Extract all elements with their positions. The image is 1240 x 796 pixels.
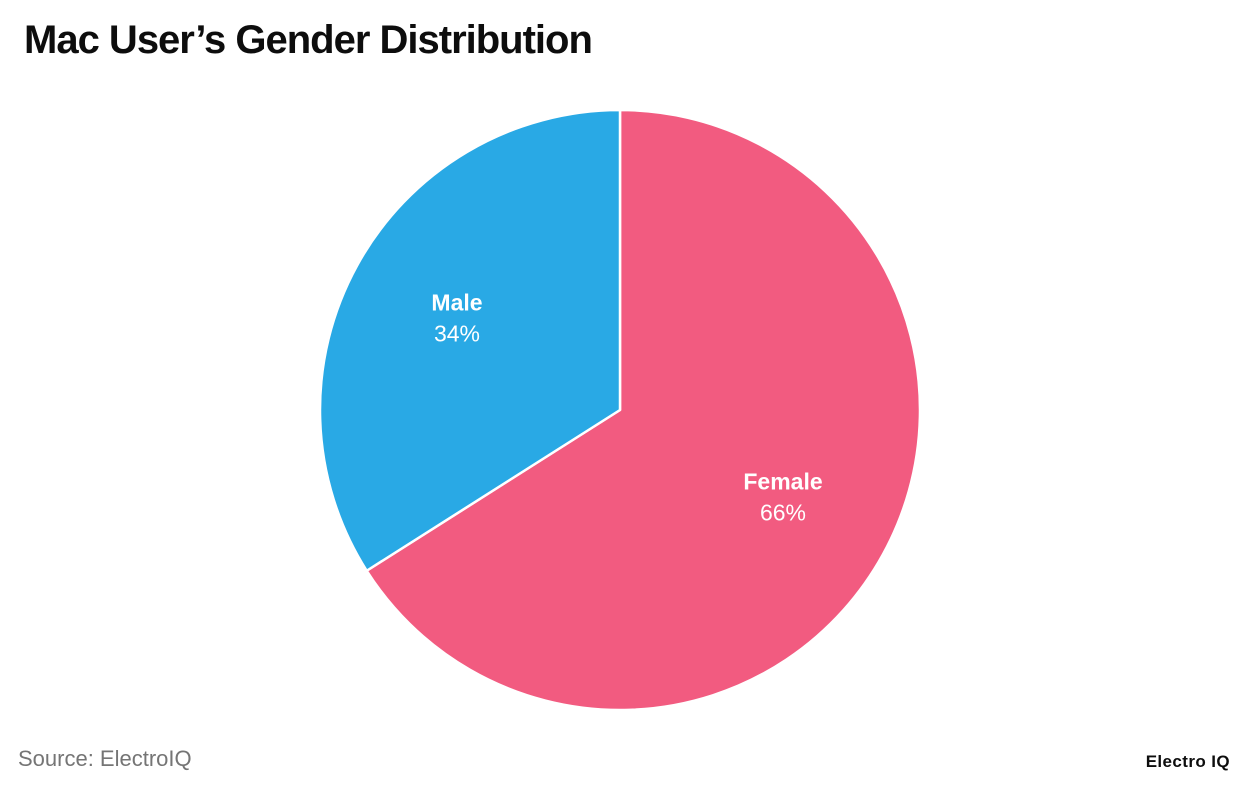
pie-value-female: 66% — [760, 500, 806, 526]
pie-slice-female — [365, 108, 922, 712]
brand-logo: Electro IQ — [1145, 752, 1230, 771]
pie-value-male: 34% — [434, 320, 480, 346]
pie-label-male: Male — [431, 289, 482, 315]
pie-label-female: Female — [743, 469, 822, 495]
source-attribution: Source: ElectroIQ — [18, 746, 192, 771]
chart-title: Mac User’s Gender Distribution — [24, 18, 593, 62]
pie-slice-male — [318, 108, 622, 572]
